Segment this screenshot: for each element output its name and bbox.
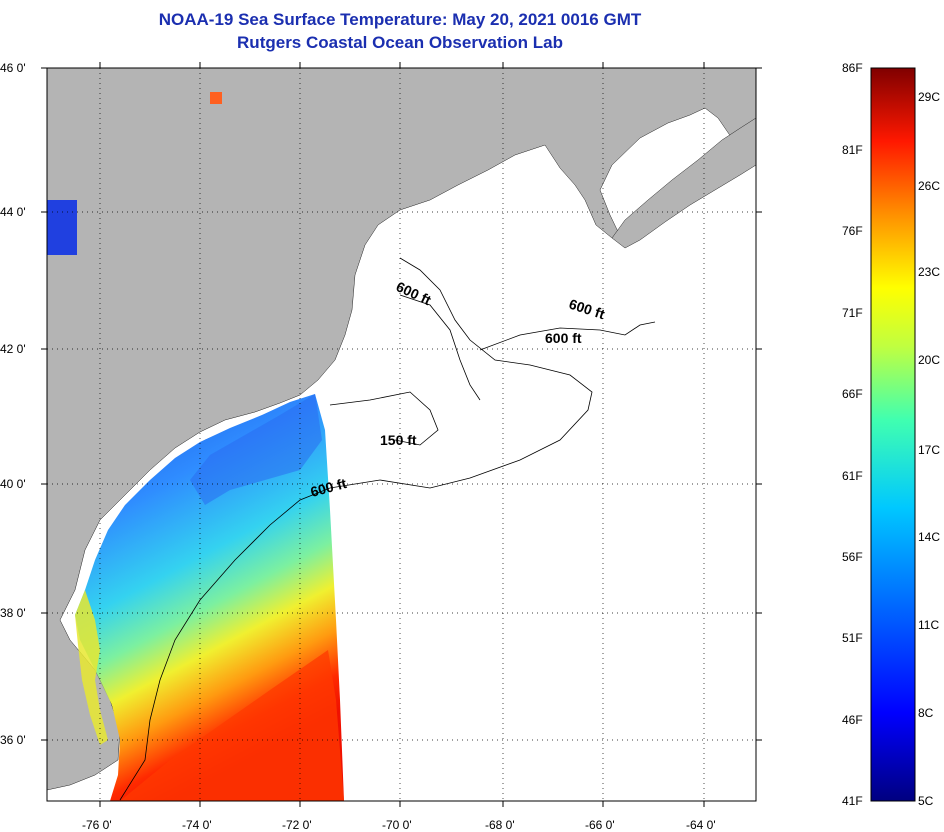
colorbar-f-label: 56F [842, 550, 863, 564]
map-frame [46, 67, 757, 802]
chesapeake-bay [75, 590, 108, 745]
colorbar-c-label: 11C [918, 618, 939, 632]
colorbar-f-label: 41F [842, 794, 863, 808]
colorbar-f-label: 66F [842, 387, 863, 401]
lake-sst-patch [47, 200, 77, 255]
lat-label: 36 0' [0, 733, 26, 747]
colorbar-c-label: 17C [918, 443, 940, 457]
lat-label: 42 0' [0, 342, 26, 356]
axis-ticks [41, 62, 762, 807]
colorbar-f-label: 46F [842, 713, 863, 727]
colorbar-f-label: 86F [842, 61, 863, 75]
colorbar-c-label: 29C [918, 90, 940, 104]
lat-label: 44 0' [0, 205, 26, 219]
nova-scotia [611, 117, 756, 249]
lon-label: -64 0' [686, 818, 716, 832]
colorbar-c-label: 26C [918, 179, 940, 193]
map-title: NOAA-19 Sea Surface Temperature: May 20,… [158, 10, 642, 29]
colorbar-f-label: 61F [842, 469, 863, 483]
colorbar-c-label: 14C [918, 530, 940, 544]
colorbar-c-label: 20C [918, 353, 940, 367]
lat-label: 46 0' [0, 61, 26, 75]
contour-label: 600 ft [545, 330, 582, 346]
colorbar-c-label: 8C [918, 706, 934, 720]
colorbar-f-label: 71F [842, 306, 863, 320]
colorbar-c-label: 23C [918, 265, 940, 279]
map-subtitle: Rutgers Coastal Ocean Observation Lab [237, 33, 563, 52]
lake-sst-patch [210, 92, 222, 104]
sst-warm-region [120, 650, 344, 801]
graticule [47, 68, 756, 801]
land-mass [47, 68, 756, 791]
colorbar-f-label: 81F [842, 143, 863, 157]
bathymetry-contours [119, 257, 656, 801]
colorbar-f-label: 76F [842, 224, 863, 238]
lat-label: 40 0' [0, 477, 26, 491]
lat-label: 38 0' [0, 606, 26, 620]
lon-label: -74 0' [182, 818, 212, 832]
color-scale-bar [870, 67, 916, 802]
lon-label: -72 0' [282, 818, 312, 832]
lon-label: -68 0' [485, 818, 515, 832]
lon-label: -70 0' [382, 818, 412, 832]
map-area [47, 68, 756, 801]
contour-label: 150 ft [380, 432, 417, 448]
colorbar-c-label: 5C [918, 794, 934, 808]
lon-label: -76 0' [82, 818, 112, 832]
lon-label: -66 0' [585, 818, 615, 832]
sst-cold-band [190, 394, 322, 505]
colorbar-f-label: 51F [842, 631, 863, 645]
